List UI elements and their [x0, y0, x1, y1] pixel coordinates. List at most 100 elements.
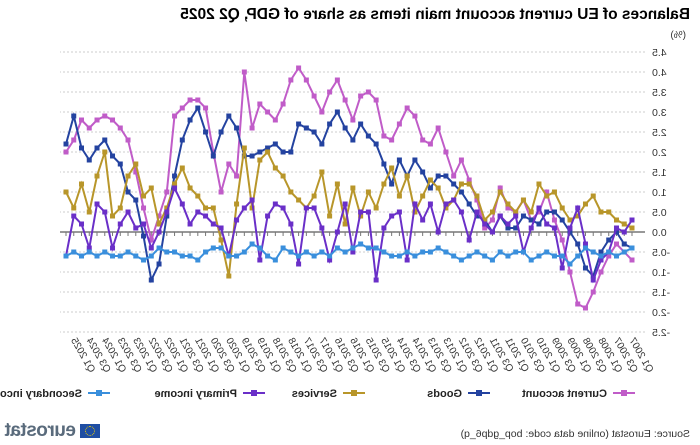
data-point	[443, 205, 449, 211]
data-point	[272, 141, 278, 147]
data-point	[536, 221, 542, 227]
data-point	[435, 245, 441, 251]
data-point	[303, 125, 309, 131]
legend-label: Current account	[522, 388, 607, 400]
data-point	[265, 213, 271, 219]
data-point	[466, 201, 472, 207]
data-point	[110, 253, 116, 259]
data-point	[288, 149, 294, 155]
data-point	[389, 213, 395, 219]
data-point	[241, 145, 247, 151]
data-point	[164, 249, 170, 255]
data-point	[125, 189, 131, 195]
data-point	[210, 149, 216, 155]
data-point	[489, 209, 495, 215]
data-point	[133, 225, 139, 231]
data-point	[482, 217, 488, 223]
data-point	[63, 189, 69, 195]
data-point	[187, 253, 193, 259]
data-point	[427, 249, 433, 255]
data-point	[358, 241, 364, 247]
data-point	[311, 205, 317, 211]
data-point	[598, 209, 604, 215]
data-point	[195, 257, 201, 263]
logo-text: eurostat	[5, 420, 76, 441]
data-point	[272, 257, 278, 263]
y-tick-label: 1.0	[652, 187, 667, 199]
data-point	[435, 173, 441, 179]
data-point	[195, 209, 201, 215]
data-point	[629, 217, 635, 223]
data-point	[272, 201, 278, 207]
legend-marker	[251, 390, 257, 396]
y-tick-label: 0.0	[652, 227, 667, 239]
data-point	[590, 193, 596, 199]
data-point	[350, 137, 356, 143]
data-point	[179, 105, 185, 111]
y-tick-label: 2.5	[652, 127, 667, 139]
data-point	[350, 245, 356, 251]
data-point	[427, 201, 433, 207]
data-point	[179, 201, 185, 207]
data-point	[203, 205, 209, 211]
data-point	[358, 209, 364, 215]
data-point	[520, 197, 526, 203]
data-point	[141, 257, 147, 263]
data-point	[164, 189, 170, 195]
data-point	[319, 249, 325, 255]
data-point	[280, 245, 286, 251]
data-point	[156, 261, 162, 267]
data-point	[420, 217, 426, 223]
y-tick-label: 4.5	[652, 47, 667, 59]
data-point	[629, 225, 635, 231]
data-point	[102, 137, 108, 143]
data-point	[148, 185, 154, 191]
data-point	[218, 129, 224, 135]
data-point	[117, 161, 123, 167]
data-point	[606, 209, 612, 215]
data-point	[466, 177, 472, 183]
data-point	[94, 253, 100, 259]
y-tick-label: 1.5	[652, 167, 667, 179]
data-point	[319, 141, 325, 147]
data-point	[71, 137, 77, 143]
data-point	[257, 149, 263, 155]
data-point	[474, 249, 480, 255]
data-point	[350, 117, 356, 123]
data-point	[381, 249, 387, 255]
data-point	[582, 245, 588, 251]
data-point	[458, 209, 464, 215]
y-tick-label: 0.5	[652, 207, 667, 219]
data-point	[187, 185, 193, 191]
y-tick-label: 4.0	[652, 67, 667, 79]
data-point	[505, 221, 511, 227]
legend-marker	[621, 390, 627, 396]
data-point	[94, 201, 100, 207]
data-point	[613, 217, 619, 223]
data-point	[458, 257, 464, 263]
data-point	[482, 225, 488, 231]
data-point	[420, 193, 426, 199]
data-point	[272, 117, 278, 123]
data-point	[412, 201, 418, 207]
data-point	[396, 209, 402, 215]
data-point	[63, 141, 69, 147]
legend-label: Services	[292, 388, 337, 400]
data-point	[133, 253, 139, 259]
data-point	[296, 253, 302, 259]
data-point	[79, 117, 85, 123]
data-point	[156, 221, 162, 227]
data-point	[311, 193, 317, 199]
data-point	[102, 113, 108, 119]
data-point	[497, 185, 503, 191]
data-point	[396, 253, 402, 259]
data-point	[164, 209, 170, 215]
data-point	[241, 153, 247, 159]
data-point	[536, 181, 542, 187]
data-point	[288, 189, 294, 195]
data-point	[427, 141, 433, 147]
data-point	[280, 205, 286, 211]
data-point	[513, 249, 519, 255]
data-point	[412, 157, 418, 163]
data-point	[71, 113, 77, 119]
